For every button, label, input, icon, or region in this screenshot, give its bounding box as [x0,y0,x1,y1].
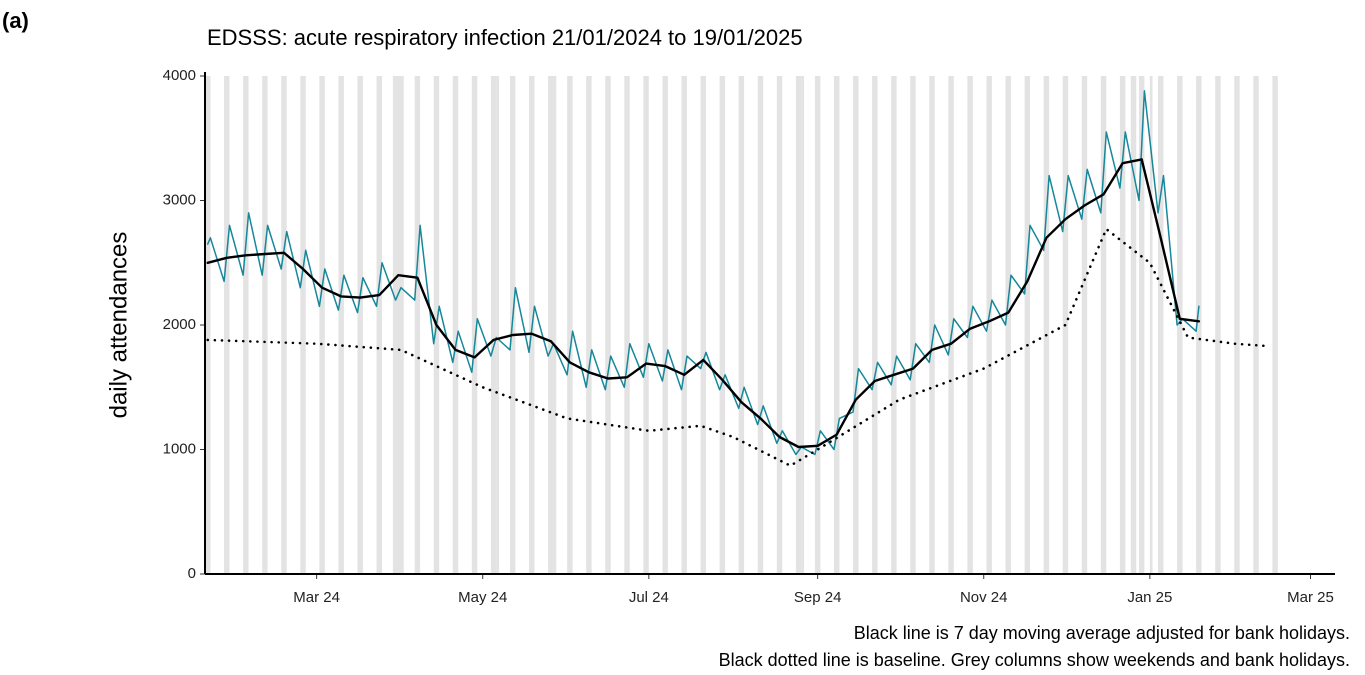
weekend-column [643,76,649,574]
x-tick-label: Jan 25 [1127,589,1172,606]
weekend-column [1119,76,1126,574]
weekend-column [357,76,363,574]
bank-holiday-column [401,76,404,574]
weekend-column [338,76,344,574]
weekend-column [471,76,478,574]
weekend-column [567,76,573,574]
weekend-column [1215,76,1221,574]
weekend-column [395,76,402,574]
weekend-column [814,76,821,574]
weekend-column [872,76,878,574]
weekend-column [452,76,459,574]
bank-holiday-column [553,76,557,574]
weekend-column [1234,76,1240,574]
x-tick-label: Sep 24 [794,589,842,606]
weekend-column [490,76,497,574]
bank-holiday-column [1149,76,1153,574]
weekend-column [891,76,897,574]
weekend-column [1138,76,1145,574]
weekend-column [1253,76,1259,574]
weekend-column [1272,76,1278,574]
weekend-column [224,76,230,574]
weekend-column [300,76,306,574]
weekend-column [205,76,211,574]
weekend-column [795,76,802,574]
x-tick-label: Nov 24 [960,589,1008,606]
caption: Black line is 7 day moving average adjus… [854,623,1350,643]
weekend-column [986,76,992,574]
bank-holiday-column [496,76,500,574]
weekend-column [853,76,859,574]
x-tick-label: Jul 24 [629,589,669,606]
weekend-column [1081,76,1088,574]
weekend-column [1177,76,1183,574]
y-tick-label: 0 [188,565,196,582]
weekend-column [662,76,668,574]
x-tick-label: May 24 [458,589,507,606]
weekend-column [757,76,764,574]
weekend-column [948,76,954,574]
weekend-column [414,76,421,574]
weekend-column [319,76,325,574]
bank-holiday-column [801,76,805,574]
weekend-column [681,76,687,574]
weekend-column [700,76,707,574]
x-tick-label: Mar 25 [1287,589,1334,606]
y-axis-label: daily attendances [105,232,132,419]
chart-title: EDSSS: acute respiratory infection 21/01… [207,25,803,50]
weekend-column [719,76,726,574]
weekend-column [1196,76,1202,574]
weekend-column [1005,76,1011,574]
weekend-column [624,76,630,574]
weekend-column [376,76,382,574]
weekend-column [605,76,611,574]
weekend-column [243,76,249,574]
weekend-column [548,76,554,574]
y-tick-label: 3000 [163,191,196,208]
weekend-column [776,76,783,574]
bank-holiday-column [392,76,396,574]
weekend-column [1158,76,1164,574]
weekend-column [262,76,268,574]
weekend-column [738,76,745,574]
x-tick-label: Mar 24 [293,589,340,606]
weekend-column [929,76,935,574]
panel-label: (a) [2,8,29,33]
bank-holiday-column [1133,76,1137,574]
bank-holiday-column [1130,76,1134,574]
weekend-column [586,76,592,574]
y-tick-label: 1000 [163,440,196,457]
weekend-column [910,76,916,574]
weekend-column [1100,76,1107,574]
weekend-column [1024,76,1031,574]
weekend-column [281,76,287,574]
weekend-column [833,76,840,574]
y-tick-label: 2000 [163,316,196,333]
caption: Black dotted line is baseline. Grey colu… [719,650,1350,670]
weekend-column [1043,76,1050,574]
y-tick-label: 4000 [163,67,196,84]
series-line [206,158,1201,449]
